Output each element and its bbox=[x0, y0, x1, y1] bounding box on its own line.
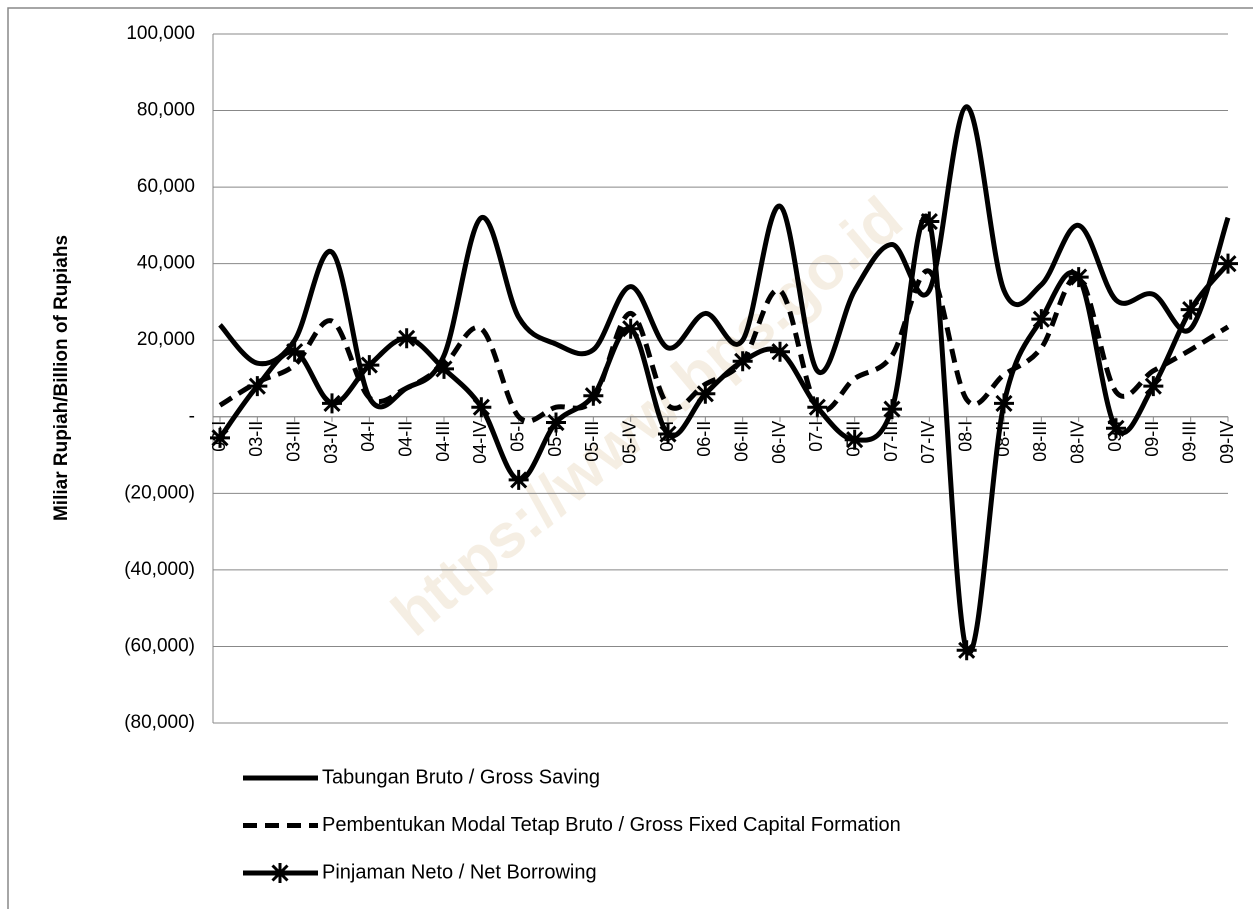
series-marker bbox=[770, 341, 790, 362]
y-tick-label: - bbox=[189, 406, 195, 427]
series-marker bbox=[1218, 253, 1238, 274]
x-tick-label: 03-III bbox=[283, 421, 303, 462]
x-tick-label: 06-IV bbox=[769, 421, 789, 464]
series-marker bbox=[471, 397, 492, 418]
x-tick-label: 05-I bbox=[507, 421, 527, 452]
series-marker bbox=[359, 355, 380, 376]
x-tick-label: 04-II bbox=[395, 421, 415, 457]
x-tick-label: 03-IV bbox=[321, 421, 341, 464]
series-marker bbox=[210, 427, 230, 448]
x-tick-label: 05-III bbox=[582, 421, 602, 462]
series-marker bbox=[247, 376, 268, 397]
y-tick-label: 60,000 bbox=[137, 176, 195, 197]
y-axis-title: Miliar Rupiah/Billion of Rupiahs bbox=[51, 235, 72, 521]
legend-label: Pinjaman Neto / Net Borrowing bbox=[322, 861, 597, 883]
y-tick-label: 20,000 bbox=[137, 329, 195, 350]
series-marker bbox=[284, 341, 305, 362]
x-tick-label: 07-IV bbox=[918, 421, 938, 464]
x-tick-label: 08-IV bbox=[1067, 421, 1087, 464]
x-tick-label: 08-I bbox=[955, 421, 975, 452]
series-marker bbox=[1143, 376, 1164, 397]
y-tick-label: (40,000) bbox=[124, 559, 195, 580]
series-marker bbox=[994, 393, 1014, 414]
series-marker bbox=[956, 640, 977, 661]
y-tick-label: 100,000 bbox=[126, 23, 195, 44]
x-tick-label: 05-IV bbox=[619, 421, 639, 464]
series-marker bbox=[1106, 418, 1126, 439]
x-tick-label: 08-III bbox=[1030, 421, 1050, 462]
series-marker bbox=[844, 429, 865, 450]
series-marker bbox=[882, 399, 902, 420]
legend-label: Pembentukan Modal Tetap Bruto / Gross Fi… bbox=[322, 814, 901, 836]
x-tick-label: 03-II bbox=[246, 421, 266, 457]
series-marker bbox=[583, 385, 604, 406]
series-marker bbox=[658, 424, 678, 445]
x-tick-label: 09-II bbox=[1142, 421, 1162, 457]
x-tick-label: 04-I bbox=[358, 421, 378, 452]
series-marker bbox=[508, 469, 529, 490]
y-tick-label: 40,000 bbox=[137, 253, 195, 274]
series-marker bbox=[732, 351, 753, 372]
series-marker bbox=[695, 383, 716, 404]
series-marker bbox=[1068, 267, 1089, 288]
series-marker bbox=[546, 412, 566, 433]
x-tick-label: 09-IV bbox=[1217, 421, 1237, 464]
y-tick-label: (20,000) bbox=[124, 482, 195, 503]
chart-frame bbox=[7, 7, 1253, 909]
x-tick-label: 06-III bbox=[731, 421, 751, 462]
series-marker bbox=[1031, 309, 1052, 330]
series-marker bbox=[322, 393, 342, 414]
x-tick-label: 07-I bbox=[806, 421, 826, 452]
x-tick-label: 04-III bbox=[433, 421, 453, 462]
series-marker bbox=[1180, 299, 1201, 320]
x-tick-label: 09-III bbox=[1179, 421, 1199, 462]
y-tick-label: (80,000) bbox=[124, 712, 195, 733]
x-tick-label: 07-III bbox=[881, 421, 901, 462]
legend-label: Tabungan Bruto / Gross Saving bbox=[322, 766, 600, 788]
series-marker bbox=[919, 211, 940, 232]
series-marker bbox=[396, 328, 417, 349]
y-tick-label: (60,000) bbox=[124, 635, 195, 656]
x-tick-label: 04-IV bbox=[470, 421, 490, 464]
series-line bbox=[217, 213, 1230, 656]
series-marker bbox=[434, 358, 454, 379]
series-line bbox=[218, 104, 1231, 410]
y-tick-label: 80,000 bbox=[137, 100, 195, 121]
series-marker bbox=[620, 318, 641, 339]
legend-marker bbox=[270, 863, 290, 883]
x-tick-label: 06-II bbox=[694, 421, 714, 457]
series-marker bbox=[807, 397, 828, 418]
